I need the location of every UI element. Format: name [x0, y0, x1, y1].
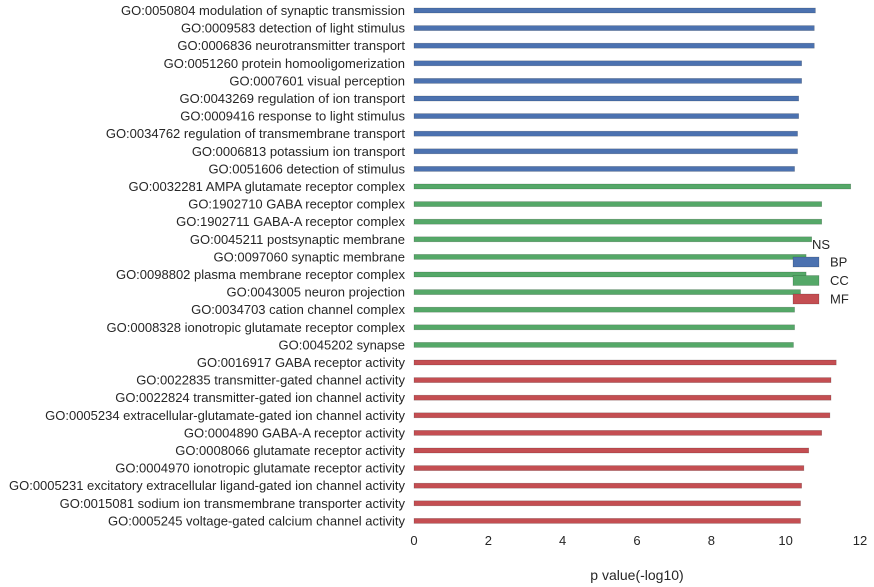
category-label: GO:0015081 sodium ion transmembrane tran…	[60, 496, 406, 511]
category-label: GO:0043005 neuron projection	[226, 285, 405, 300]
category-label: GO:0008328 ionotropic glutamate receptor…	[107, 320, 406, 335]
bar-cc	[413, 254, 807, 260]
category-label: GO:0097060 synaptic membrane	[214, 249, 406, 264]
category-label: GO:0004970 ionotropic glutamate receptor…	[115, 461, 405, 476]
bar-bp	[413, 42, 815, 49]
category-label: GO:0006813 potassium ion transport	[192, 144, 406, 159]
x-tick-label: 2	[485, 533, 492, 548]
category-label: GO:0016917 GABA receptor activity	[197, 355, 406, 370]
legend-label-bp: BP	[830, 255, 847, 270]
category-label: GO:0050804 modulation of synaptic transm…	[121, 3, 405, 18]
legend-label-mf: MF	[830, 292, 849, 307]
legend-swatch-cc	[792, 275, 820, 286]
bar-bp	[413, 166, 795, 172]
category-label: GO:0045211 postsynaptic membrane	[190, 232, 405, 247]
x-tick-label: 0	[410, 533, 417, 548]
category-label: GO:0034703 cation channel complex	[191, 302, 405, 317]
bar-mf	[413, 394, 832, 401]
bar-bp	[413, 95, 799, 102]
category-labels: GO:0050804 modulation of synaptic transm…	[9, 3, 406, 528]
bar-cc	[413, 201, 823, 207]
bar-bp	[413, 7, 816, 14]
x-tick-label: 10	[778, 533, 792, 548]
category-label: GO:0009583 detection of light stimulus	[181, 21, 406, 36]
bar-mf	[413, 412, 831, 419]
bar-mf	[413, 377, 832, 383]
bar-bp	[413, 148, 798, 155]
category-label: GO:0005234 extracellular-glutamate-gated…	[45, 408, 405, 423]
category-label: GO:0009416 response to light stimulus	[180, 109, 405, 124]
category-label: GO:0005245 voltage-gated calcium channel…	[108, 513, 406, 528]
bar-bp	[413, 78, 802, 84]
x-tick-label: 4	[559, 533, 566, 548]
category-label: GO:0051606 detection of stimulus	[208, 161, 405, 176]
category-label: GO:0022835 transmitter-gated channel act…	[136, 373, 405, 388]
bar-cc	[413, 271, 807, 278]
bar-cc	[413, 324, 795, 331]
bar-bp	[413, 130, 798, 137]
category-label: GO:0034762 regulation of transmembrane t…	[106, 126, 406, 141]
category-label: GO:0032281 AMPA glutamate receptor compl…	[128, 179, 405, 194]
category-label: GO:0005231 excitatory extracellular liga…	[9, 478, 406, 493]
category-label: GO:0006836 neurotransmitter transport	[177, 38, 405, 53]
bar-mf	[413, 500, 801, 507]
bar-mf	[413, 518, 801, 524]
category-label: GO:0051260 protein homooligomerization	[164, 56, 405, 71]
bar-mf	[413, 430, 823, 436]
bar-cc	[413, 342, 794, 348]
category-label: GO:0098802 plasma membrane receptor comp…	[116, 267, 406, 282]
x-tick-label: 6	[633, 533, 640, 548]
x-tick-label: 12	[853, 533, 867, 548]
x-axis-label: p value(-log10)	[590, 567, 683, 583]
legend: NS BP CC MF	[792, 237, 849, 307]
bar-mf	[413, 482, 802, 489]
category-label: GO:0045202 synapse	[279, 337, 405, 352]
bar-mf	[413, 359, 837, 366]
bar-mf	[413, 447, 810, 454]
bar-bp	[413, 60, 802, 67]
category-label: GO:0007601 visual perception	[229, 73, 405, 88]
legend-label-cc: CC	[830, 273, 849, 288]
bar-cc	[413, 218, 823, 225]
legend-swatch-mf	[792, 293, 820, 305]
category-label: GO:1902710 GABA receptor complex	[188, 197, 405, 212]
bar-cc	[413, 289, 801, 295]
category-label: GO:1902711 GABA-A receptor complex	[176, 214, 405, 229]
bar-bp	[413, 25, 815, 31]
category-label: GO:0004890 GABA-A receptor activity	[184, 425, 406, 440]
x-axis-ticks: 0 2 4 6 8 10 12	[410, 533, 867, 548]
bars	[413, 7, 852, 524]
category-label: GO:0008066 glutamate receptor activity	[175, 443, 405, 458]
category-label: GO:0022824 transmitter-gated ion channel…	[115, 390, 405, 405]
category-label: GO:0043269 regulation of ion transport	[180, 91, 406, 106]
bar-bp	[413, 113, 799, 119]
bar-mf	[413, 465, 805, 471]
legend-title: NS	[812, 237, 830, 252]
bar-cc	[413, 306, 795, 313]
bar-cc	[413, 183, 852, 190]
x-tick-label: 8	[708, 533, 715, 548]
legend-swatch-bp	[792, 256, 820, 268]
bar-cc	[413, 236, 812, 243]
